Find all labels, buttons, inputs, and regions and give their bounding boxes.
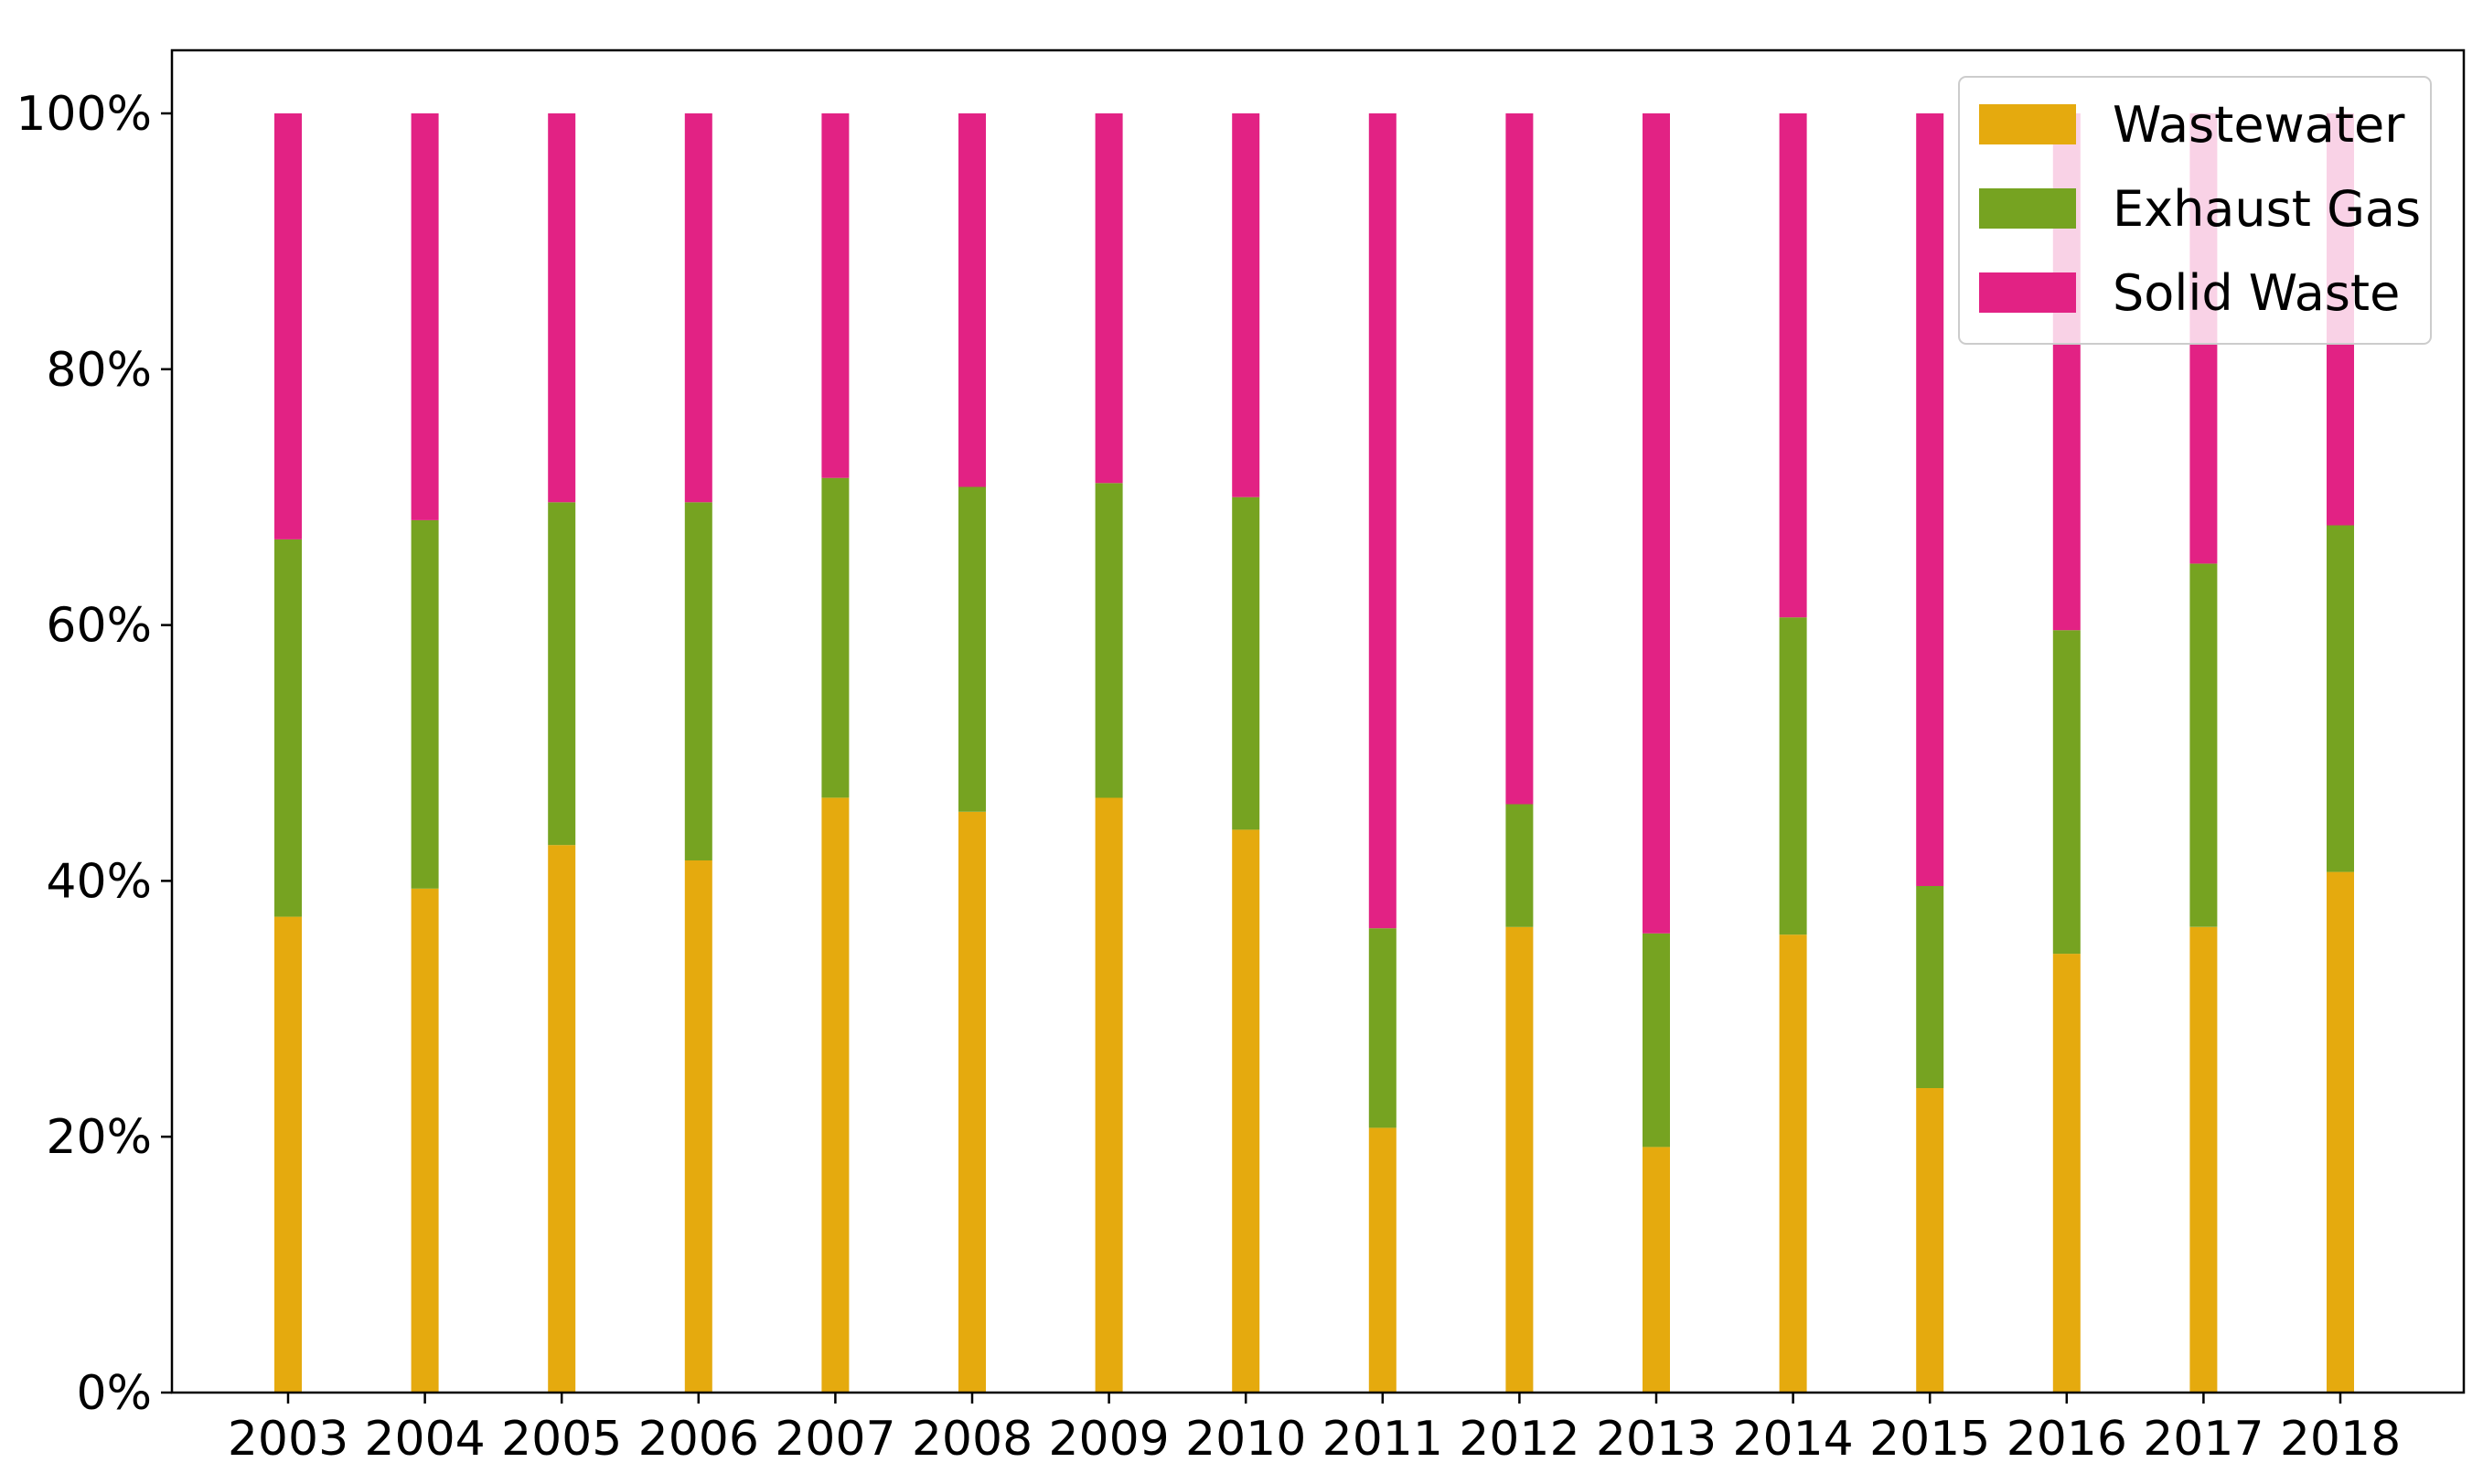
x-tick-label: 2013 (1596, 1412, 1717, 1467)
legend-label: Wastewater (2113, 96, 2405, 154)
legend-swatch (1979, 272, 2076, 313)
y-tick-label: 40% (46, 854, 152, 909)
legend: Wastewater Exhaust Gas Solid Waste (1958, 76, 2432, 345)
x-tick-label: 2015 (1869, 1412, 1990, 1467)
bar-solid-waste-2003 (274, 113, 302, 539)
bar-solid-waste-2011 (1368, 113, 1397, 929)
y-axis: 0% 20% 40% 60% 80% 100% (16, 87, 172, 1421)
bar-solid-waste-2009 (1095, 113, 1123, 484)
bar-exhaust-gas-2017 (2189, 563, 2218, 927)
x-tick-label: 2006 (638, 1412, 759, 1467)
bar-wastewater-2008 (958, 811, 986, 1393)
x-tick-label: 2016 (2007, 1412, 2127, 1467)
x-tick-label: 2005 (501, 1412, 622, 1467)
y-tick-label: 100% (16, 87, 152, 142)
plot-frame (170, 48, 2466, 1394)
y-tick-label: 0% (77, 1366, 153, 1421)
x-tick-label: 2004 (364, 1412, 485, 1467)
legend-label: Exhaust Gas (2113, 180, 2421, 238)
bar-wastewater-2013 (1643, 1147, 1670, 1393)
bar-solid-waste-2012 (1505, 113, 1534, 805)
bar-wastewater-2004 (411, 888, 439, 1393)
x-tick-label: 2003 (228, 1412, 348, 1467)
x-axis: 2003 2004 2005 2006 2007 2008 2009 2010 2011 2012… (228, 1393, 2401, 1467)
bar-wastewater-2016 (2052, 954, 2081, 1393)
bar-exhaust-gas-2015 (1916, 886, 1944, 1088)
bar-wastewater-2009 (1095, 797, 1123, 1393)
bar-wastewater-2012 (1505, 926, 1534, 1393)
bar-wastewater-2006 (684, 860, 712, 1393)
bar-exhaust-gas-2014 (1779, 617, 1807, 935)
bar-solid-waste-2008 (958, 113, 986, 487)
bar-exhaust-gas-2018 (2327, 525, 2354, 872)
legend-box (1958, 76, 2432, 345)
x-tick-label: 2010 (1185, 1412, 1306, 1467)
bar-exhaust-gas-2009 (1095, 483, 1123, 798)
bar-exhaust-gas-2006 (684, 502, 712, 860)
x-tick-label: 2008 (912, 1412, 1033, 1467)
bar-solid-waste-2013 (1643, 113, 1670, 934)
bar-exhaust-gas-2012 (1505, 804, 1534, 927)
x-tick-label: 2017 (2143, 1412, 2264, 1467)
bar-exhaust-gas-2010 (1232, 496, 1260, 830)
bar-wastewater-2018 (2327, 871, 2354, 1393)
legend-label: Solid Waste (2113, 264, 2400, 322)
bar-solid-waste-2006 (684, 113, 712, 503)
bar-wastewater-2010 (1232, 829, 1260, 1393)
bar-wastewater-2003 (274, 916, 302, 1393)
legend-swatch (1979, 188, 2076, 229)
legend-swatch (1979, 104, 2076, 144)
bar-wastewater-2017 (2189, 926, 2218, 1393)
bar-solid-waste-2005 (548, 113, 576, 503)
bar-exhaust-gas-2003 (274, 539, 302, 917)
x-tick-label: 2011 (1322, 1412, 1443, 1467)
bar-exhaust-gas-2007 (821, 477, 850, 798)
x-tick-label: 2009 (1048, 1412, 1169, 1467)
x-tick-label: 2014 (1732, 1412, 1853, 1467)
y-tick-label: 80% (46, 343, 152, 398)
bar-wastewater-2005 (548, 845, 576, 1393)
y-tick-label: 60% (46, 599, 152, 654)
y-tick-label: 20% (46, 1110, 152, 1165)
bar-exhaust-gas-2016 (2052, 630, 2081, 955)
bar-exhaust-gas-2013 (1643, 933, 1670, 1148)
bar-solid-waste-2004 (411, 113, 439, 520)
bar-exhaust-gas-2008 (958, 486, 986, 812)
bar-exhaust-gas-2011 (1368, 928, 1397, 1128)
bar-solid-waste-2010 (1232, 113, 1260, 497)
x-tick-label: 2007 (775, 1412, 895, 1467)
bar-exhaust-gas-2005 (548, 502, 576, 846)
x-tick-label: 2018 (2280, 1412, 2401, 1467)
bar-solid-waste-2007 (821, 113, 850, 478)
bar-solid-waste-2014 (1779, 113, 1807, 618)
bar-solid-waste-2015 (1916, 113, 1944, 886)
bar-exhaust-gas-2004 (411, 519, 439, 889)
x-tick-label: 2012 (1459, 1412, 1579, 1467)
bar-wastewater-2015 (1916, 1088, 1944, 1393)
bar-wastewater-2011 (1368, 1127, 1397, 1393)
bar-wastewater-2007 (821, 797, 850, 1393)
bar-wastewater-2014 (1779, 934, 1807, 1393)
